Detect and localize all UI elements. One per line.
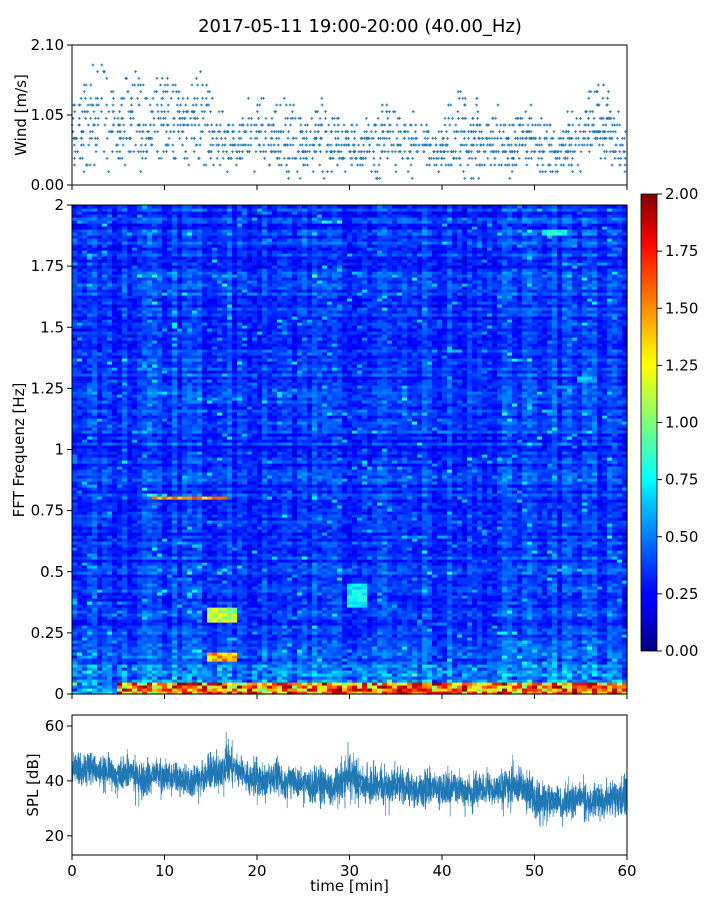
- wind-plot-area: [72, 45, 627, 185]
- wind-y-label: Wind [m/s]: [12, 74, 30, 156]
- wind-y-tick-label: 0.00: [31, 176, 64, 194]
- wind-x-axis: [72, 185, 627, 190]
- wind-y-tick-label: 2.10: [31, 36, 64, 54]
- spectrogram-image: [72, 205, 628, 695]
- wind-panel: 0.00 1.05 2.10 Wind [m/s]: [12, 36, 627, 194]
- wind-y-axis: 0.00 1.05 2.10: [31, 36, 72, 194]
- wind-y-tick-label: 1.05: [31, 106, 64, 124]
- figure-title: 2017-05-11 19:00-20:00 (40.00_Hz): [198, 16, 522, 37]
